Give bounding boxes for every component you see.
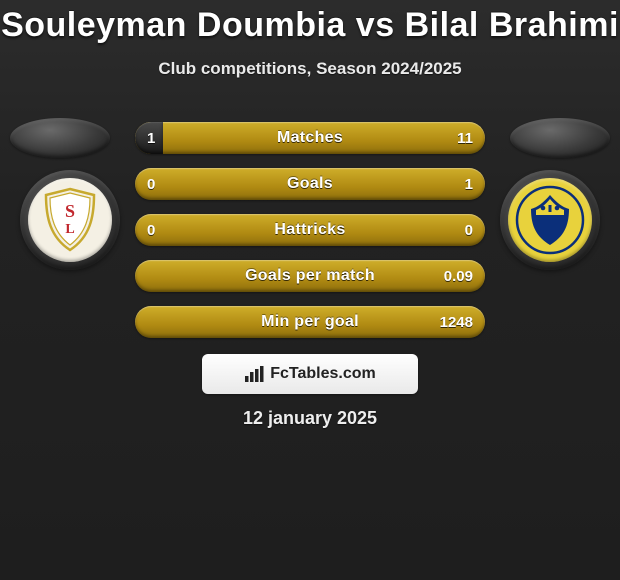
brand-text: FcTables.com [270, 365, 376, 383]
stat-label: Min per goal [135, 306, 485, 338]
svg-text:L: L [65, 222, 74, 237]
player1-flag-oval [10, 118, 110, 158]
subtitle: Club competitions, Season 2024/2025 [0, 59, 620, 79]
shield-icon: S L [40, 187, 100, 253]
stat-row: Matches111 [135, 122, 485, 154]
stat-row: Goals per match0.09 [135, 260, 485, 292]
stat-label: Hattricks [135, 214, 485, 246]
player1-name: Souleyman Doumbia [1, 6, 346, 44]
bar-chart-icon [244, 365, 264, 383]
shield-icon [515, 185, 585, 255]
player2-flag-oval [510, 118, 610, 158]
stat-row: Goals0 1 [135, 168, 485, 200]
stat-row: Hattricks0 0 [135, 214, 485, 246]
stat-value-left: 0 [147, 214, 155, 246]
comparison-card: Souleyman Doumbia vs Bilal Brahimi Club … [0, 0, 620, 580]
player2-name: Bilal Brahimi [405, 6, 619, 44]
page-title: Souleyman Doumbia vs Bilal Brahimi [0, 0, 620, 45]
date-text: 12 january 2025 [0, 408, 620, 429]
stat-value-right: 11 [457, 122, 473, 154]
club2-crest [508, 178, 592, 262]
brand-badge: FcTables.com [202, 354, 418, 394]
club2-badge [500, 170, 600, 270]
stat-value-right: 0.09 [444, 260, 473, 292]
stat-label: Goals [135, 168, 485, 200]
stat-value-left: 0 [147, 168, 155, 200]
stat-label: Goals per match [135, 260, 485, 292]
stat-rows: Matches111Goals01Hattricks00Goals per ma… [135, 122, 485, 352]
stat-value-left: 1 [147, 122, 155, 154]
svg-text:S: S [65, 201, 75, 221]
vs-text: vs [356, 6, 395, 44]
stat-row: Min per goal1248 [135, 306, 485, 338]
club1-badge: S L [20, 170, 120, 270]
stat-value-right: 1 [465, 168, 473, 200]
stat-value-right: 1248 [440, 306, 473, 338]
club1-crest: S L [28, 178, 112, 262]
stat-value-right: 0 [465, 214, 473, 246]
stat-label: Matches [135, 122, 485, 154]
